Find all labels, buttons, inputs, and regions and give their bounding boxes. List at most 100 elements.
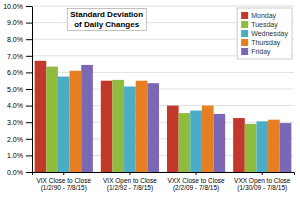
x-tick: VXX Open to Close(1/30/09 - 7/8/15) xyxy=(234,172,291,192)
chart-svg: 0.0% 1.0% 2.0% 3.0% 4.0% 5.0% 6.0% 7.0% 8.0% 9.0%… xyxy=(0,0,300,200)
y-tick-label: 3.0% xyxy=(7,119,23,126)
bar xyxy=(112,80,124,172)
bar xyxy=(167,106,179,172)
y-tick: 4.0% xyxy=(7,102,32,109)
grid-line xyxy=(32,6,294,7)
title-line: of Daily Changes xyxy=(74,20,139,29)
legend-swatch xyxy=(241,12,248,19)
legend-entry: Tuesday xyxy=(241,21,278,29)
legend-label: Tuesday xyxy=(251,21,278,29)
legend-label: Thursday xyxy=(251,39,281,47)
legend-swatch xyxy=(241,21,248,28)
bar xyxy=(35,61,47,172)
y-tick-mark xyxy=(26,72,32,73)
y-tick: 0.0% xyxy=(7,169,32,176)
bar xyxy=(214,114,226,172)
x-tick-label-line: (1/30/09 - 7/8/15) xyxy=(237,184,287,192)
bar-series xyxy=(70,71,280,172)
y-tick: 3.0% xyxy=(7,119,32,126)
y-tick: 9.0% xyxy=(7,19,32,26)
bar xyxy=(58,77,70,172)
y-axis-line xyxy=(32,7,33,173)
y-tick-mark xyxy=(26,6,32,7)
y-tick-mark xyxy=(26,23,32,24)
title: Standard Deviationof Daily Changes xyxy=(70,10,143,28)
x-axis-line xyxy=(33,173,295,176)
bar xyxy=(190,111,202,172)
bar xyxy=(147,83,159,172)
y-tick-mark xyxy=(26,106,32,107)
y-tick-mark xyxy=(26,89,32,90)
legend-label: Wednesday xyxy=(251,30,288,38)
bar-series xyxy=(81,65,291,172)
bar xyxy=(136,81,148,172)
x-tick-label: VXX Close to Close(2/2/09 - 7/8/15) xyxy=(168,177,225,192)
y-tick: 1.0% xyxy=(7,152,32,159)
legend-swatch xyxy=(241,30,248,37)
bar xyxy=(70,71,82,172)
y-tick: 2.0% xyxy=(7,136,32,143)
bar xyxy=(233,118,245,172)
y-tick: 7.0% xyxy=(7,53,32,60)
x-tick-label-line: (1/2/92 - 7/8/15) xyxy=(107,184,153,192)
bar xyxy=(256,121,268,172)
legend-label: Monday xyxy=(251,12,276,20)
x-tick-label: VIX Close to Close(1/2/90 - 7/8/15) xyxy=(36,177,91,192)
x-tick-mark xyxy=(129,172,130,175)
x-tick-label-line: (2/2/09 - 7/8/15) xyxy=(173,184,219,192)
bar xyxy=(46,67,58,172)
legend-entry: Monday xyxy=(241,12,276,20)
legend-swatch xyxy=(241,39,248,46)
x-tick-mark xyxy=(196,172,197,175)
legend: MondayTuesdayWednesdayThursdayFriday xyxy=(237,8,292,59)
y-tick: 6.0% xyxy=(7,69,32,76)
y-tick-label: 4.0% xyxy=(7,102,23,109)
y-tick-label: 8.0% xyxy=(7,36,23,43)
x-tick-label-line: VXX Close to Close xyxy=(168,177,225,184)
y-tick-label: 5.0% xyxy=(7,86,23,93)
legend-entry: Friday xyxy=(241,48,271,56)
y-tick-label: 6.0% xyxy=(7,69,23,76)
bar xyxy=(245,124,257,172)
legend-entry: Wednesday xyxy=(241,30,288,38)
x-tick-label-line: (1/2/90 - 7/8/15) xyxy=(41,184,87,192)
y-tick-mark xyxy=(26,172,32,173)
y-tick-label: 10.0% xyxy=(3,3,23,10)
y-tick-mark xyxy=(26,39,32,40)
y-tick-mark xyxy=(26,155,32,156)
legend-box xyxy=(237,8,292,59)
legend-entry: Thursday xyxy=(241,39,281,47)
bar xyxy=(280,123,292,172)
title-group: Standard Deviationof Daily Changes xyxy=(67,8,146,30)
y-tick-label: 2.0% xyxy=(7,136,23,143)
y-tick-mark xyxy=(26,122,32,123)
bar xyxy=(179,113,191,172)
bar-series xyxy=(35,61,245,172)
bars xyxy=(35,61,292,172)
x-tick-mark xyxy=(262,172,263,175)
y-tick-label: 1.0% xyxy=(7,152,23,159)
y-tick-label: 0.0% xyxy=(7,169,23,176)
bar xyxy=(124,87,136,172)
x-tick-label: VXX Open to Close(1/30/09 - 7/8/15) xyxy=(234,177,291,192)
bar xyxy=(202,106,214,172)
grid xyxy=(32,6,294,172)
x-tick-label-line: VIX Close to Close xyxy=(36,177,91,184)
x-tick: VIX Close to Close(1/2/90 - 7/8/15) xyxy=(36,172,91,192)
plot: 0.0% 1.0% 2.0% 3.0% 4.0% 5.0% 6.0% 7.0% 8.0% 9.0%… xyxy=(3,3,294,192)
y-tick-label: 9.0% xyxy=(7,19,23,26)
bar-series xyxy=(46,67,256,172)
legend-swatch xyxy=(241,48,248,55)
x-tick-mark xyxy=(63,172,64,175)
y-tick-mark xyxy=(26,139,32,140)
x-tick: VIX Open to Close(1/2/92 - 7/8/15) xyxy=(103,172,157,192)
bar xyxy=(81,65,93,172)
y-tick: 5.0% xyxy=(7,86,32,93)
y-axis: 0.0% 1.0% 2.0% 3.0% 4.0% 5.0% 6.0% 7.0% 8.0% 9.0%… xyxy=(3,3,32,176)
bar xyxy=(268,120,280,172)
y-tick: 10.0% xyxy=(3,3,32,10)
y-tick-mark xyxy=(26,56,32,57)
x-axis: VIX Close to Close(1/2/90 - 7/8/15) VIX O… xyxy=(33,172,295,192)
legend-label: Friday xyxy=(251,48,271,56)
y-tick: 8.0% xyxy=(7,36,32,43)
